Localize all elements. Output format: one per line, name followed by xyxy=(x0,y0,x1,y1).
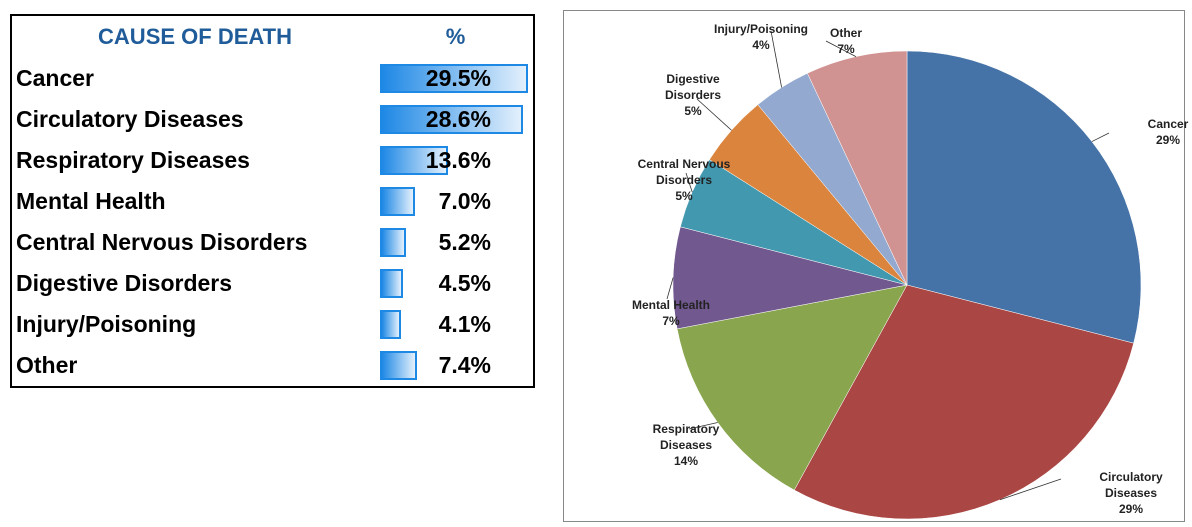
value-cell: 7.0% xyxy=(378,181,534,222)
data-bar xyxy=(380,228,407,257)
value-text: 7.4% xyxy=(438,352,491,378)
slice-value: 5% xyxy=(684,104,702,118)
leader-line xyxy=(1091,132,1110,142)
table-row: Central Nervous Disorders 5.2% xyxy=(11,222,534,263)
slice-label: Circulatory Diseases 29% xyxy=(1091,469,1171,517)
value-cell: 4.1% xyxy=(378,304,534,345)
slice-value: 7% xyxy=(837,42,855,56)
cause-cell: Circulatory Diseases xyxy=(16,106,244,132)
data-bar xyxy=(380,310,401,339)
table-row: Other 7.4% xyxy=(11,345,534,387)
slice-name: Circulatory Diseases xyxy=(1099,470,1163,500)
leader-line xyxy=(685,172,693,193)
value-cell: 4.5% xyxy=(378,263,534,304)
pie-slice xyxy=(672,226,908,330)
table-row: Mental Health 7.0% xyxy=(11,181,534,222)
pie-slice xyxy=(676,284,908,491)
cause-cell: Injury/Poisoning xyxy=(16,311,197,337)
slice-name: Respiratory Diseases xyxy=(652,422,720,452)
value-cell: 28.6% xyxy=(378,99,534,140)
header-row: CAUSE OF DEATH % xyxy=(11,15,534,58)
table-row: Injury/Poisoning 4.1% xyxy=(11,304,534,345)
data-bar xyxy=(380,105,524,134)
data-bar xyxy=(380,64,528,93)
header-cell: % xyxy=(445,24,466,49)
table-row: Circulatory Diseases 28.6% xyxy=(11,99,534,140)
value-text: 13.6% xyxy=(425,147,491,173)
cause-cell: Mental Health xyxy=(16,188,166,214)
value-text: 28.6% xyxy=(425,106,491,132)
slice-label: Cancer 29% xyxy=(1138,116,1192,148)
slice-name: Digestive Disorders xyxy=(664,72,722,102)
value-text: 4.5% xyxy=(438,270,491,296)
slice-value: 14% xyxy=(673,454,699,468)
value-cell: 29.5% xyxy=(378,58,534,99)
slice-name: Other xyxy=(829,26,862,40)
data-bar xyxy=(380,269,403,298)
table-body: Cancer 29.5% Circulatory Diseases 28.6% Resp… xyxy=(11,58,534,387)
leader-line xyxy=(825,40,857,57)
pie-chart xyxy=(666,30,1142,520)
data-bar xyxy=(380,351,418,380)
slice-name: Central Nervous Disorders xyxy=(637,157,731,187)
slice-label: Mental Health 7% xyxy=(616,297,726,329)
cause-cell: Respiratory Diseases xyxy=(16,147,250,173)
data-bar xyxy=(380,146,449,175)
leader-line xyxy=(696,98,732,131)
value-text: 4.1% xyxy=(438,311,491,337)
leader-line xyxy=(770,30,783,88)
slice-label: Central Nervous Disorders 5% xyxy=(624,156,744,204)
cause-table: CAUSE OF DEATH % Cancer 29.5% Circulatory … xyxy=(10,14,535,388)
cause-cell: Cancer xyxy=(16,65,94,91)
pie-slice xyxy=(807,50,908,286)
leader-line xyxy=(666,277,674,300)
table-row: Digestive Disorders 4.5% xyxy=(11,263,534,304)
pie-panel: Cancer 29% Circulatory Diseases 29% Respirat… xyxy=(563,10,1188,522)
value-text: 7.0% xyxy=(438,188,491,214)
slice-value: 5% xyxy=(675,189,693,203)
slice-label: Digestive Disorders 5% xyxy=(658,71,728,119)
value-text: 29.5% xyxy=(425,65,491,91)
cause-cell: Other xyxy=(16,352,78,378)
value-cell: 7.4% xyxy=(378,345,534,387)
slice-name: Cancer xyxy=(1147,117,1189,131)
pie-slice xyxy=(906,50,1142,344)
slice-label: Other 7% xyxy=(816,25,876,57)
slice-value: 29% xyxy=(1155,133,1181,147)
table-row: Cancer 29.5% xyxy=(11,58,534,99)
slice-label: Injury/Poisoning 4% xyxy=(706,21,816,53)
data-bar xyxy=(380,187,416,216)
slice-value: 29% xyxy=(1118,502,1144,516)
value-text: 5.2% xyxy=(438,229,491,255)
cause-cell: Digestive Disorders xyxy=(16,270,233,296)
value-cell: 13.6% xyxy=(378,140,534,181)
cause-cell: Central Nervous Disorders xyxy=(16,229,308,255)
slice-value: 7% xyxy=(662,314,680,328)
value-cell: 5.2% xyxy=(378,222,534,263)
leader-line xyxy=(688,422,718,430)
slice-name: Mental Health xyxy=(631,298,710,312)
slice-name: Injury/Poisoning xyxy=(713,22,808,36)
table-row: Respiratory Diseases 13.6% xyxy=(11,140,534,181)
slice-value: 4% xyxy=(752,38,770,52)
header-cell: CAUSE OF DEATH xyxy=(98,24,292,49)
slice-label: Respiratory Diseases 14% xyxy=(646,421,726,469)
leader-line xyxy=(999,478,1062,501)
